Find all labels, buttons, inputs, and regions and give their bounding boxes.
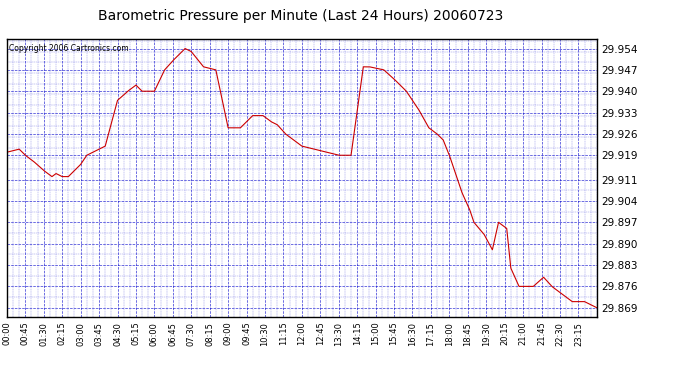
Text: Copyright 2006 Cartronics.com: Copyright 2006 Cartronics.com: [9, 44, 128, 52]
Text: Barometric Pressure per Minute (Last 24 Hours) 20060723: Barometric Pressure per Minute (Last 24 …: [97, 9, 503, 23]
